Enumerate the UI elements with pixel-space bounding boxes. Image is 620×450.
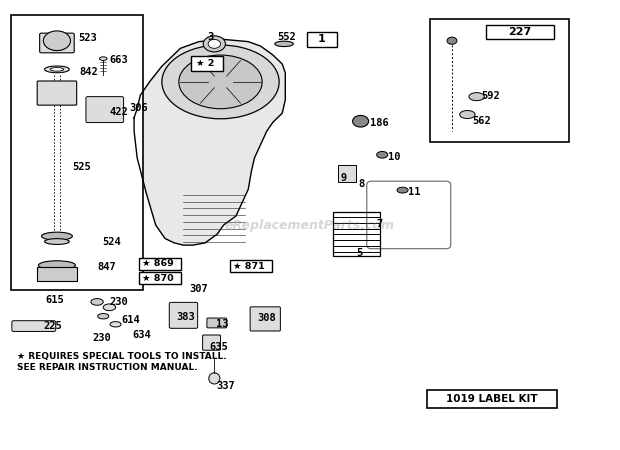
FancyBboxPatch shape	[250, 307, 280, 331]
Text: 1: 1	[318, 34, 326, 45]
Text: 5: 5	[356, 248, 363, 258]
Text: 614: 614	[122, 315, 141, 325]
Text: 308: 308	[257, 313, 276, 323]
Text: 13: 13	[216, 320, 229, 329]
FancyBboxPatch shape	[40, 33, 74, 53]
Text: 842: 842	[80, 67, 99, 76]
Circle shape	[447, 37, 457, 44]
Text: 225: 225	[43, 320, 62, 331]
Text: 337: 337	[216, 381, 235, 391]
Bar	[486, 25, 554, 40]
Bar	[191, 56, 223, 71]
Circle shape	[43, 31, 71, 50]
Text: ★ 870: ★ 870	[142, 274, 174, 283]
Ellipse shape	[209, 373, 220, 384]
Text: 383: 383	[176, 312, 195, 322]
Bar	[338, 165, 356, 182]
Text: 523: 523	[79, 33, 97, 43]
FancyBboxPatch shape	[86, 97, 123, 122]
FancyBboxPatch shape	[203, 335, 221, 350]
Text: eReplacementParts.com: eReplacementParts.com	[225, 219, 395, 231]
FancyBboxPatch shape	[37, 81, 77, 105]
Bar	[427, 391, 557, 408]
Text: 186: 186	[371, 118, 389, 128]
Text: 635: 635	[210, 342, 228, 351]
Circle shape	[208, 40, 221, 48]
Ellipse shape	[50, 68, 64, 71]
Text: 847: 847	[97, 262, 116, 273]
Text: 552: 552	[277, 32, 296, 42]
Ellipse shape	[110, 322, 121, 327]
Text: 634: 634	[133, 329, 152, 340]
Ellipse shape	[91, 298, 104, 305]
Ellipse shape	[397, 187, 408, 193]
Ellipse shape	[45, 66, 69, 73]
Text: 562: 562	[472, 116, 491, 126]
Text: 8: 8	[358, 179, 365, 189]
FancyBboxPatch shape	[169, 302, 198, 328]
Text: 230: 230	[93, 333, 112, 343]
Ellipse shape	[377, 152, 388, 158]
Text: ★ 2: ★ 2	[196, 58, 214, 68]
Bar	[139, 272, 181, 284]
Bar	[307, 32, 337, 47]
Text: 11: 11	[408, 187, 420, 197]
Text: 7: 7	[376, 219, 383, 229]
Text: 306: 306	[129, 103, 148, 113]
Ellipse shape	[100, 57, 107, 60]
Text: 227: 227	[508, 27, 531, 37]
Text: 663: 663	[109, 55, 128, 65]
Ellipse shape	[459, 111, 475, 118]
Text: 615: 615	[46, 295, 64, 305]
FancyBboxPatch shape	[207, 318, 227, 328]
Text: 592: 592	[482, 91, 500, 101]
Ellipse shape	[275, 41, 293, 46]
Circle shape	[353, 116, 369, 127]
Text: 525: 525	[73, 162, 91, 172]
Polygon shape	[134, 40, 285, 245]
Text: 422: 422	[109, 107, 128, 117]
FancyBboxPatch shape	[12, 321, 56, 332]
Text: 307: 307	[190, 284, 208, 293]
Text: ★ 871: ★ 871	[233, 261, 265, 270]
Text: ★ 869: ★ 869	[142, 259, 174, 268]
Bar	[139, 258, 181, 270]
Ellipse shape	[45, 238, 69, 244]
Ellipse shape	[162, 45, 279, 119]
Text: ★ REQUIRES SPECIAL TOOLS TO INSTALL.
SEE REPAIR INSTRUCTION MANUAL.: ★ REQUIRES SPECIAL TOOLS TO INSTALL. SEE…	[17, 352, 226, 372]
Bar	[37, 267, 77, 281]
Ellipse shape	[104, 304, 115, 310]
Ellipse shape	[98, 314, 108, 319]
Text: 9: 9	[341, 173, 347, 183]
Ellipse shape	[42, 232, 73, 240]
Circle shape	[203, 36, 226, 52]
Bar	[430, 19, 569, 142]
Ellipse shape	[469, 93, 484, 101]
Text: 10: 10	[388, 153, 401, 162]
Text: 524: 524	[102, 237, 121, 247]
Ellipse shape	[38, 261, 76, 270]
Bar	[334, 212, 379, 256]
Text: 1019 LABEL KIT: 1019 LABEL KIT	[446, 394, 538, 405]
Text: 3: 3	[207, 32, 213, 42]
Bar	[230, 261, 272, 272]
Bar	[11, 15, 143, 290]
Text: 230: 230	[109, 297, 128, 307]
Ellipse shape	[179, 55, 262, 109]
